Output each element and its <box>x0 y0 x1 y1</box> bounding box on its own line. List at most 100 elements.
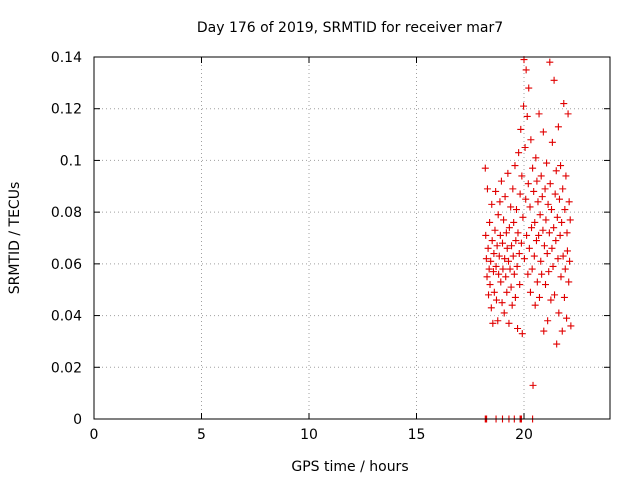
data-point <box>530 252 538 260</box>
y-tick-label: 0.14 <box>51 50 82 66</box>
data-point <box>510 218 518 226</box>
x-tick-label: 0 <box>90 427 99 443</box>
x-axis-label: GPS time / hours <box>291 459 408 475</box>
data-point <box>547 296 555 304</box>
data-point <box>533 177 541 185</box>
data-points <box>481 56 575 423</box>
data-point <box>554 255 562 263</box>
data-point <box>527 136 535 144</box>
y-tick-label: 0.02 <box>51 360 82 376</box>
data-point <box>485 291 493 299</box>
data-point <box>517 239 525 247</box>
data-point <box>492 187 500 195</box>
y-tick-label: 0 <box>73 412 82 428</box>
data-point <box>567 322 575 330</box>
data-point <box>510 270 518 278</box>
data-point <box>529 164 537 172</box>
data-point <box>540 327 548 335</box>
data-point <box>545 229 553 237</box>
data-point <box>537 257 545 265</box>
data-point <box>546 180 554 188</box>
data-point <box>511 293 519 301</box>
data-point <box>488 237 496 245</box>
data-point <box>559 185 567 193</box>
data-point <box>563 229 571 237</box>
data-point <box>553 340 561 348</box>
data-point <box>492 296 500 304</box>
data-point <box>548 244 556 252</box>
data-point <box>519 213 527 221</box>
chart-title: Day 176 of 2019, SRMTID for receiver mar… <box>197 20 503 36</box>
data-point <box>504 169 512 177</box>
data-point <box>566 257 574 265</box>
data-point <box>502 273 510 281</box>
data-point <box>542 281 549 289</box>
data-point <box>544 317 552 325</box>
data-point <box>494 317 502 325</box>
data-point <box>518 330 526 338</box>
data-point <box>561 206 569 214</box>
data-point <box>539 226 547 234</box>
data-point <box>533 278 541 286</box>
data-point <box>559 252 567 260</box>
data-point <box>499 265 507 273</box>
y-tick-label: 0.1 <box>60 153 82 169</box>
data-point <box>483 185 491 193</box>
data-point <box>507 203 515 211</box>
data-point <box>550 76 558 84</box>
data-point <box>515 149 523 157</box>
data-point <box>501 255 509 263</box>
data-point <box>487 257 495 265</box>
y-axis-label: SRMTID / TECUs <box>7 182 23 295</box>
data-point <box>500 216 508 224</box>
data-point <box>495 270 503 278</box>
data-point <box>522 66 530 74</box>
data-point <box>542 216 550 224</box>
data-point <box>550 224 558 232</box>
data-point <box>505 224 513 232</box>
data-point <box>553 213 561 221</box>
data-point <box>489 268 497 276</box>
data-point <box>508 301 516 309</box>
data-point <box>482 231 490 239</box>
data-point <box>485 265 493 273</box>
data-point <box>530 187 538 195</box>
data-point <box>517 125 525 133</box>
data-point <box>557 273 565 281</box>
data-point <box>524 180 532 188</box>
data-point <box>514 325 522 332</box>
data-point <box>565 198 573 206</box>
data-point <box>552 167 560 175</box>
data-point <box>562 172 570 180</box>
data-point <box>554 123 562 131</box>
data-point <box>505 319 513 327</box>
data-point <box>566 216 574 224</box>
data-point <box>551 291 559 299</box>
data-point <box>487 304 495 312</box>
data-point <box>513 262 521 270</box>
y-tick-label: 0.12 <box>51 102 82 118</box>
data-point <box>523 112 531 120</box>
data-point <box>552 237 560 245</box>
data-point <box>545 268 553 276</box>
data-point <box>529 381 537 389</box>
data-point <box>486 218 494 226</box>
data-point <box>528 224 536 232</box>
data-point <box>565 278 573 286</box>
data-point <box>486 281 494 289</box>
data-point <box>558 218 566 226</box>
data-point <box>503 288 511 296</box>
data-point <box>499 239 506 247</box>
data-point <box>531 218 539 226</box>
data-point <box>539 128 547 136</box>
data-point <box>561 265 569 273</box>
data-point <box>560 100 568 108</box>
data-point <box>516 281 524 289</box>
data-point <box>505 257 513 265</box>
data-point <box>522 195 530 203</box>
y-tick-label: 0.08 <box>51 205 82 221</box>
data-point <box>541 185 549 193</box>
data-point <box>512 206 520 214</box>
data-point <box>488 200 496 208</box>
data-point <box>500 309 508 317</box>
